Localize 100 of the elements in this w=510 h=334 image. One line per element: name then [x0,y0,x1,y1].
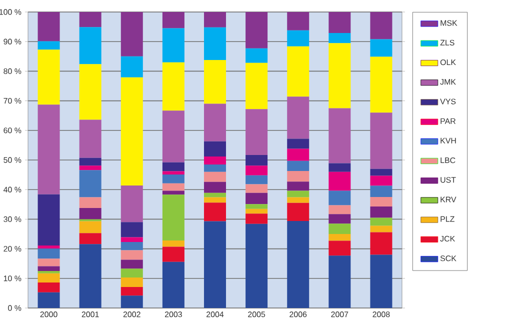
bar [246,48,268,63]
bar [204,12,226,28]
bar [370,39,392,57]
bar [328,108,351,164]
bar [162,28,184,62]
bar [162,174,184,184]
bar [328,234,351,241]
bar [246,214,268,224]
bar [204,221,226,308]
bar [246,109,268,155]
bar [38,292,60,308]
bar [204,182,226,193]
bar [370,254,392,308]
bar [38,41,60,50]
bar [328,205,351,214]
bar [287,182,310,191]
bar [79,208,102,220]
bar [79,158,102,166]
bar [204,60,226,104]
bar [370,168,392,176]
bar [38,266,60,271]
bar [287,148,310,161]
bar [287,170,310,182]
bar [370,206,392,218]
bar [162,62,184,111]
bar [79,64,102,120]
bar [38,248,60,259]
bar [79,233,102,244]
bar [370,197,392,206]
bar [120,77,143,186]
bar [328,190,351,206]
bar [120,56,143,78]
bar [204,141,226,156]
bar [38,273,60,283]
bar [120,185,143,222]
bar [328,214,351,224]
bar [328,172,351,191]
bar [246,208,268,214]
bar [204,164,226,172]
bar [246,184,268,193]
bar [246,224,268,308]
bar [120,286,143,296]
bar [287,197,310,203]
bar [120,12,143,56]
bar [246,62,268,110]
bar [38,50,60,105]
bar [162,183,184,191]
bar [162,162,184,172]
bar [204,156,226,164]
bar [246,166,268,176]
bar [246,12,268,48]
bar [328,33,351,44]
bar [370,112,392,169]
bar [370,56,392,113]
bar [162,110,184,162]
bar [328,163,351,172]
bar [79,197,102,208]
bar [79,244,102,308]
bar [120,250,143,260]
bar [370,218,392,226]
bar [38,12,60,42]
bar [38,282,60,292]
bar [246,192,268,204]
bar [370,226,392,232]
bar [370,186,392,197]
bar [38,104,60,194]
bar [204,202,226,222]
bar [120,242,143,250]
bar [79,170,102,198]
bar [120,222,143,238]
bar [38,194,60,246]
bar [370,12,392,40]
bar [287,30,310,46]
bar [120,237,143,242]
bar [120,260,143,269]
bar [370,232,392,255]
bar [204,104,226,142]
bar [287,12,310,30]
bar [79,166,102,170]
bar [162,262,184,308]
bar [328,256,351,308]
bar [79,221,102,234]
bar [79,12,102,28]
bar [79,120,102,158]
bar [246,204,268,209]
bar [287,138,310,149]
bar [120,296,143,308]
bar [287,190,310,198]
bar [120,268,143,278]
bar [204,27,226,60]
bar [328,43,351,108]
bar [162,246,184,262]
bar [246,154,268,166]
bar [120,278,143,287]
bar [162,12,184,28]
bar [287,160,310,171]
bar [287,96,310,139]
bar [162,240,184,247]
bar [328,12,351,34]
bar [38,246,60,249]
